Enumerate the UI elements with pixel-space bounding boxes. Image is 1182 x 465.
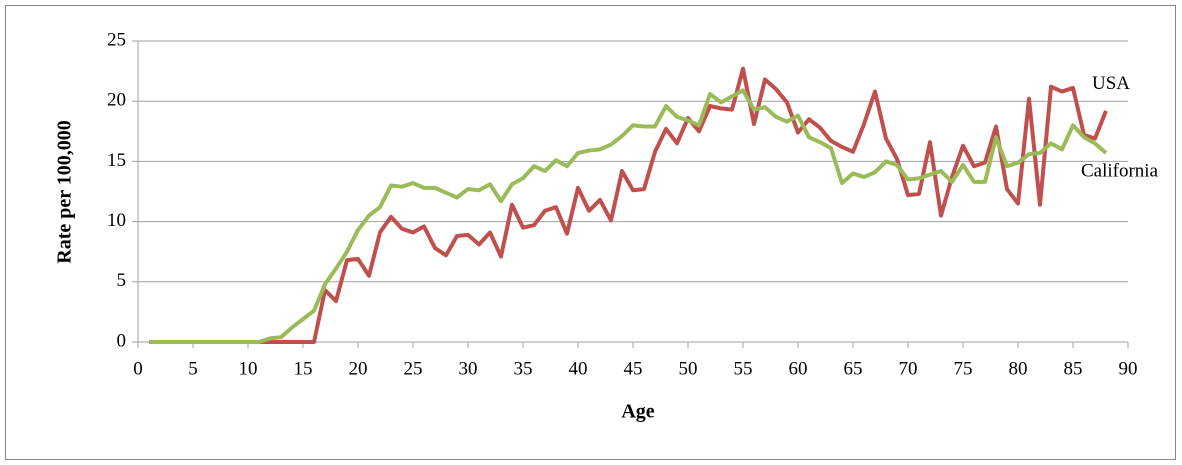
x-tick-label: 65 xyxy=(844,358,863,379)
series-label: California xyxy=(1081,160,1159,181)
x-tick-label: 35 xyxy=(514,358,533,379)
y-tick-label: 0 xyxy=(117,330,127,351)
x-tick-label: 30 xyxy=(459,358,478,379)
series-line xyxy=(149,88,1108,344)
x-tick-label: 25 xyxy=(404,358,423,379)
x-tick-label: 5 xyxy=(188,358,198,379)
x-tick-label: 70 xyxy=(899,358,918,379)
x-tick-label: 15 xyxy=(294,358,313,379)
x-tick-label: 10 xyxy=(239,358,258,379)
y-tick-label: 10 xyxy=(107,210,126,231)
series-label: USA xyxy=(1092,73,1130,94)
x-tick-label: 75 xyxy=(954,358,973,379)
y-tick-label: 20 xyxy=(107,90,126,111)
x-tick-label: 20 xyxy=(349,358,368,379)
x-tick-label: 55 xyxy=(734,358,753,379)
x-tick-label: 80 xyxy=(1009,358,1028,379)
chart-border xyxy=(5,5,1176,460)
y-tick-label: 5 xyxy=(117,270,127,291)
y-tick-label: 25 xyxy=(107,29,126,50)
x-tick-label: 45 xyxy=(624,358,643,379)
x-tick-label: 40 xyxy=(569,358,588,379)
x-tick-label: 60 xyxy=(789,358,808,379)
y-tick-label: 15 xyxy=(107,150,126,171)
x-axis-label: Age xyxy=(621,401,654,423)
x-tick-label: 0 xyxy=(133,358,143,379)
x-tick-label: 90 xyxy=(1119,358,1138,379)
series-line xyxy=(149,66,1108,344)
x-tick-label: 85 xyxy=(1064,358,1083,379)
x-tick-label: 50 xyxy=(679,358,698,379)
y-axis-label: Rate per 100,000 xyxy=(54,120,76,264)
